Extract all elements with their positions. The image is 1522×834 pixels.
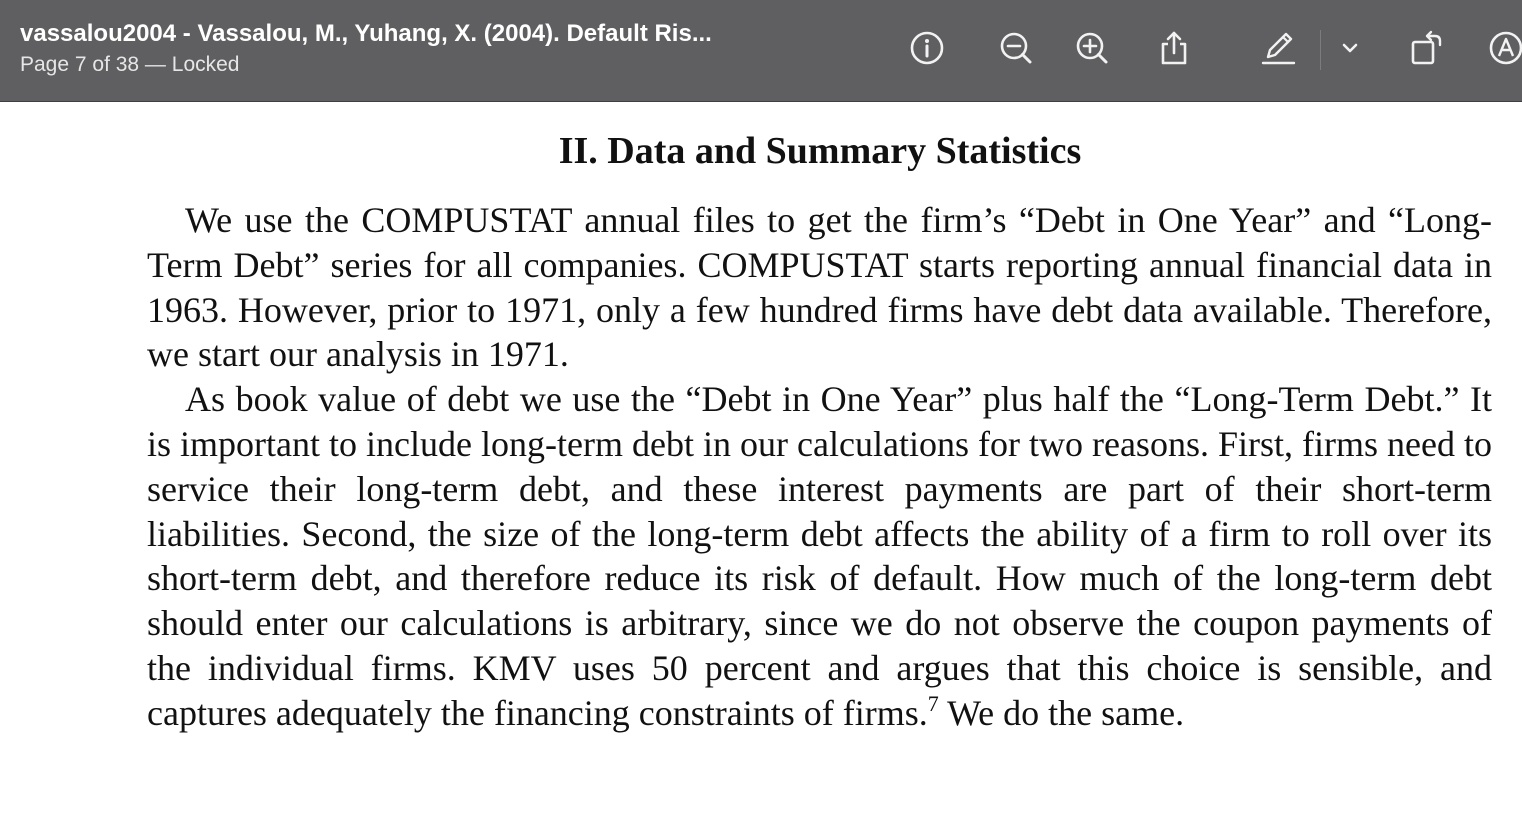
annotate-button[interactable] — [1486, 26, 1522, 70]
chevron-down-icon — [1342, 43, 1358, 53]
share-button[interactable] — [1154, 26, 1194, 70]
annotate-icon — [1489, 31, 1522, 65]
toolbar-separator — [1320, 30, 1321, 70]
rotate-button[interactable] — [1406, 26, 1446, 70]
zoom-in-button[interactable] — [1072, 26, 1112, 70]
document-body: We use the COMPUSTAT annual files to get… — [147, 198, 1492, 736]
zoom-in-icon — [1076, 32, 1108, 64]
markup-button[interactable] — [1258, 26, 1298, 70]
document-page: II. Data and Summary Statistics We use t… — [0, 103, 1522, 834]
document-title: vassalou2004 - Vassalou, M., Yuhang, X. … — [20, 20, 712, 47]
toolbar: vassalou2004 - Vassalou, M., Yuhang, X. … — [0, 0, 1522, 102]
section-heading: II. Data and Summary Statistics — [558, 130, 1082, 172]
paragraph-text: As book value of debt we use the “Debt i… — [147, 379, 1492, 733]
footnote-marker[interactable]: 7 — [927, 690, 939, 716]
share-icon — [1161, 31, 1187, 65]
paragraph: We use the COMPUSTAT annual files to get… — [147, 200, 1492, 375]
rotate-icon — [1411, 30, 1442, 65]
info-icon — [910, 31, 944, 65]
markup-menu-button[interactable] — [1330, 26, 1370, 70]
page-status: Page 7 of 38 — Locked — [20, 53, 240, 76]
paragraph-tail: We do the same. — [938, 692, 1185, 733]
info-button[interactable] — [907, 26, 947, 70]
paragraph: As book value of debt we use the “Debt i… — [147, 377, 1492, 735]
zoom-out-button[interactable] — [996, 26, 1036, 70]
zoom-out-icon — [1000, 32, 1032, 64]
markup-pen-icon — [1261, 32, 1296, 65]
